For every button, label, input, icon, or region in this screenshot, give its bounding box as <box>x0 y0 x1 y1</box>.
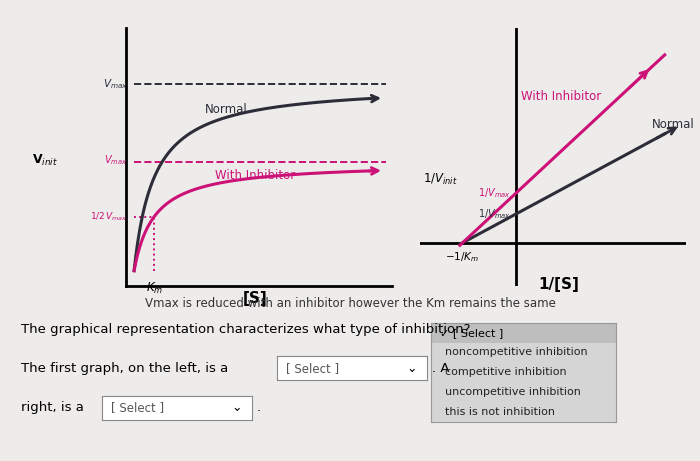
Text: .: . <box>257 401 261 414</box>
Text: ⌄: ⌄ <box>406 362 416 375</box>
Text: $1/V_{max}$: $1/V_{max}$ <box>479 186 512 200</box>
Text: [S]: [S] <box>243 291 267 307</box>
Text: With Inhibitor: With Inhibitor <box>215 169 295 182</box>
Text: $V_{max}$: $V_{max}$ <box>103 77 128 91</box>
Text: $1/V_{max}$: $1/V_{max}$ <box>479 207 512 221</box>
Text: Normal: Normal <box>652 118 694 131</box>
Text: The first graph, on the left, is a: The first graph, on the left, is a <box>21 362 228 375</box>
Text: $1/2\,V_{max}$: $1/2\,V_{max}$ <box>90 211 128 223</box>
Text: Vmax is reduced with an inhibitor however the Km remains the same: Vmax is reduced with an inhibitor howeve… <box>145 297 555 310</box>
Text: $V_{max}$: $V_{max}$ <box>104 154 128 167</box>
Bar <box>430 323 616 343</box>
Text: uncompetitive inhibition: uncompetitive inhibition <box>445 387 581 397</box>
Text: ⌄: ⌄ <box>231 401 241 414</box>
Text: $\mathbf{V}_{init}$: $\mathbf{V}_{init}$ <box>32 153 57 168</box>
Text: this is not inhibition: this is not inhibition <box>445 407 555 417</box>
Text: $-1/K_m$: $-1/K_m$ <box>445 250 480 264</box>
Text: With Inhibitor: With Inhibitor <box>521 90 601 103</box>
Text: 1/[S]: 1/[S] <box>538 277 579 292</box>
Text: $K_m$: $K_m$ <box>146 281 163 296</box>
Text: [ Select ]: [ Select ] <box>111 401 164 414</box>
Text: right, is a: right, is a <box>21 401 84 414</box>
Text: ✓ [ Select ]: ✓ [ Select ] <box>440 328 503 337</box>
Text: [ Select ]: [ Select ] <box>286 362 339 375</box>
Text: Normal: Normal <box>204 103 247 117</box>
Text: . A: . A <box>432 362 449 375</box>
Text: noncompetitive inhibition: noncompetitive inhibition <box>445 348 588 357</box>
Text: The graphical representation characterizes what type of inhibition?: The graphical representation characteriz… <box>21 323 470 336</box>
Text: $1/V_{init}$: $1/V_{init}$ <box>423 172 457 187</box>
Text: competitive inhibition: competitive inhibition <box>445 367 567 377</box>
